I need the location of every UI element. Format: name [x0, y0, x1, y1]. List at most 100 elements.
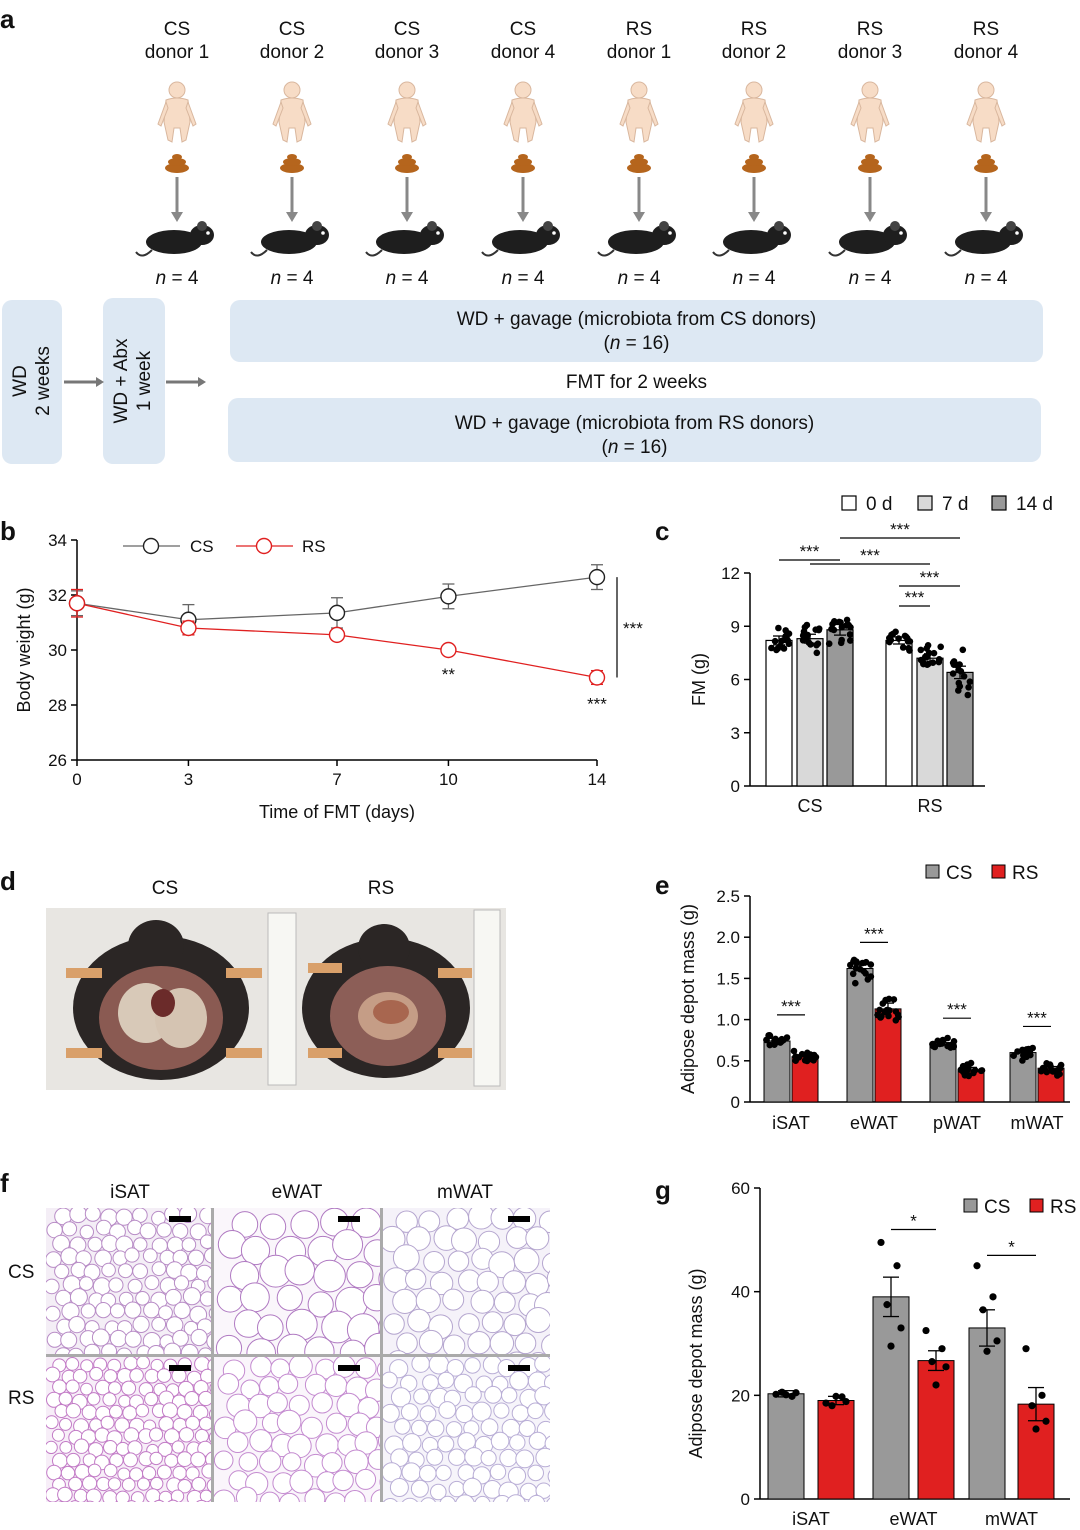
legend-swatch-14d — [991, 495, 1007, 511]
donor-fmt-illustration — [828, 81, 907, 257]
rs-gavage-text: WD + gavage (microbiota from RS donors) … — [454, 413, 815, 458]
data-dot — [849, 970, 857, 978]
donor-label: RS donor 1 — [606, 19, 672, 63]
significance-label: *** — [890, 520, 910, 539]
bar — [846, 968, 874, 1103]
data-dot — [906, 638, 914, 645]
data-dot — [847, 637, 854, 644]
donor-label: RS donor 3 — [837, 19, 903, 63]
data-dot — [842, 1397, 850, 1406]
x-category-label: eWAT — [850, 1113, 898, 1133]
adipose-depot-mass-bar-chart-e: CS RS 0 0.5 1.0 1.5 2.0 2.5 Adipose depot mass (… — [678, 863, 1070, 1133]
data-dot — [887, 1342, 895, 1350]
y-tick-label: 1.5 — [716, 969, 740, 988]
donor-label: CS donor 4 — [490, 19, 556, 63]
data-dot — [852, 979, 859, 987]
data-dot — [783, 634, 790, 641]
y-tick-label: 40 — [731, 1283, 750, 1302]
data-dot — [917, 646, 925, 654]
legend-label-cs: CS — [946, 863, 972, 884]
x-category-label: CS — [797, 796, 822, 816]
human-donor-icon — [272, 81, 312, 143]
y-axis-label: Adipose depot mass (g) — [686, 1268, 706, 1458]
bar — [826, 629, 854, 787]
bar — [763, 1040, 791, 1103]
gavage-arrow — [748, 177, 760, 222]
data-dot — [792, 1389, 800, 1397]
data-dot — [947, 1044, 954, 1051]
histology-image — [383, 1208, 550, 1354]
wd-step-box — [2, 300, 62, 464]
data-dot — [828, 1402, 836, 1410]
bar — [885, 639, 913, 787]
scale-bar — [338, 1365, 360, 1371]
data-dot — [967, 1059, 975, 1067]
histology-col-label-mwat: mWAT — [437, 1182, 493, 1203]
x-category-label: eWAT — [890, 1509, 938, 1529]
panel-label-c: c — [655, 516, 670, 546]
data-dot — [847, 624, 854, 631]
donor-n-label: n = 4 — [270, 268, 314, 289]
y-tick-label: 20 — [731, 1386, 750, 1405]
scale-bar — [508, 1365, 530, 1371]
bar — [929, 1043, 957, 1103]
data-dot — [973, 1262, 981, 1270]
mouse-icon — [597, 221, 676, 257]
cs-gavage-text: WD + gavage (microbiota from CS donors) … — [456, 309, 817, 354]
data-dot — [874, 1011, 881, 1019]
histology-image — [214, 1208, 380, 1354]
donor-n-label: n = 4 — [155, 268, 199, 289]
histology-grid — [46, 1208, 550, 1502]
data-dot — [902, 633, 910, 641]
gavage-arrow — [401, 177, 413, 222]
donor-fmt-illustration — [365, 81, 444, 257]
abx-step-box — [103, 298, 165, 464]
data-dot — [971, 1066, 979, 1074]
histology-row-label-cs: CS — [8, 1262, 35, 1283]
stool-icon — [974, 154, 998, 173]
data-dot — [766, 1041, 774, 1049]
x-tick-label: 14 — [588, 770, 607, 789]
data-dot — [1056, 1064, 1064, 1071]
significance-label: *** — [800, 542, 820, 561]
data-dot — [919, 659, 927, 666]
bar — [765, 639, 793, 787]
scale-bar — [169, 1365, 191, 1371]
legend-marker-rs — [255, 537, 273, 555]
cs-mouse-image — [66, 912, 297, 1086]
data-dot — [932, 1381, 940, 1389]
stool-icon — [858, 154, 882, 173]
bar — [916, 657, 944, 787]
mouse-icon — [712, 221, 791, 257]
data-dot — [923, 645, 930, 652]
data-dot — [966, 678, 974, 685]
data-dot — [847, 961, 854, 969]
data-dot — [846, 631, 854, 638]
legend-label-cs: CS — [190, 537, 214, 556]
cs-gavage-box — [230, 300, 1043, 362]
data-dot — [815, 625, 823, 632]
y-axis-label: FM (g) — [689, 653, 709, 706]
data-dot — [803, 621, 811, 629]
bar — [767, 1393, 805, 1500]
data-dot — [825, 640, 833, 647]
data-dot — [955, 679, 963, 687]
x-axis-label: Time of FMT (days) — [259, 802, 415, 822]
y-tick-label: 0 — [731, 1093, 740, 1112]
scale-bar — [508, 1216, 530, 1222]
significance-label: *** — [905, 588, 925, 607]
x-category-label: RS — [917, 796, 942, 816]
histology-col-label-ewat: eWAT — [271, 1182, 323, 1203]
y-tick-label: 1.0 — [716, 1011, 740, 1030]
gavage-arrow — [286, 177, 298, 222]
data-dot — [950, 1038, 958, 1045]
x-category-label: iSAT — [772, 1113, 810, 1133]
donor-n-label: n = 4 — [964, 268, 1008, 289]
legend-label: 14 d — [1016, 494, 1053, 515]
adipose-depot-mass-bar-chart-g: CS RS 0 20 40 60 Adipose depot mass (g) iSAT eWA… — [686, 1179, 1076, 1529]
donor-fmt-illustration — [712, 81, 791, 257]
histology-row-label-rs: RS — [8, 1388, 35, 1409]
data-dot — [1048, 1067, 1055, 1074]
mouse-icon — [828, 221, 907, 257]
data-dot — [883, 1301, 891, 1309]
